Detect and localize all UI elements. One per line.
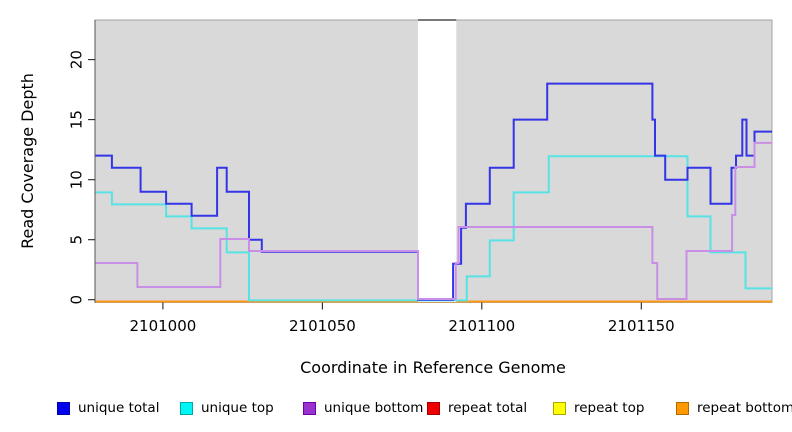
- x-tick-label: 2101150: [608, 317, 675, 335]
- series-line-unique-top: [95, 155, 772, 302]
- series-line-unique-total: [95, 82, 772, 301]
- gap-band: [418, 20, 457, 302]
- series-line-unique-bottom: [95, 141, 772, 300]
- y-tick-label: 20: [68, 50, 86, 69]
- x-axis-title: Coordinate in Reference Genome: [300, 358, 566, 377]
- y-tick-label: 0: [68, 295, 86, 305]
- y-axis-title: Read Coverage Depth: [18, 73, 37, 249]
- y-tick-label: 15: [68, 110, 86, 129]
- x-tick-label: 2101100: [448, 317, 515, 335]
- x-tick-label: 2101050: [289, 317, 356, 335]
- y-tick-label: 10: [68, 170, 86, 189]
- plot-generated-layer: 0 5 10 15 20 2101000 2101050 2101100 2101150: [68, 19, 773, 335]
- x-tick-label: 2101000: [129, 317, 196, 335]
- y-tick-label: 5: [68, 235, 86, 245]
